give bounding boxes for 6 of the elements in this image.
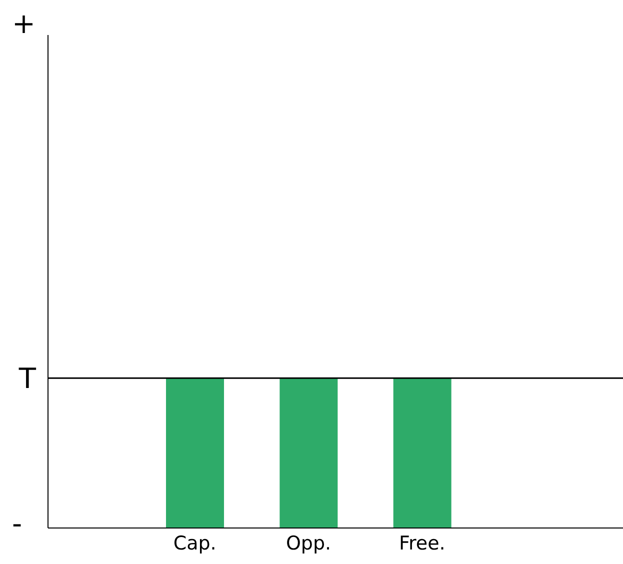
text: -: [12, 507, 22, 540]
x-tick-label: Free.: [398, 532, 446, 554]
text: +: [12, 7, 36, 40]
x-tick-label: Opp.: [286, 532, 332, 554]
ref-line-label: T: [18, 362, 37, 396]
x-tick-label: Cap.: [173, 532, 216, 554]
